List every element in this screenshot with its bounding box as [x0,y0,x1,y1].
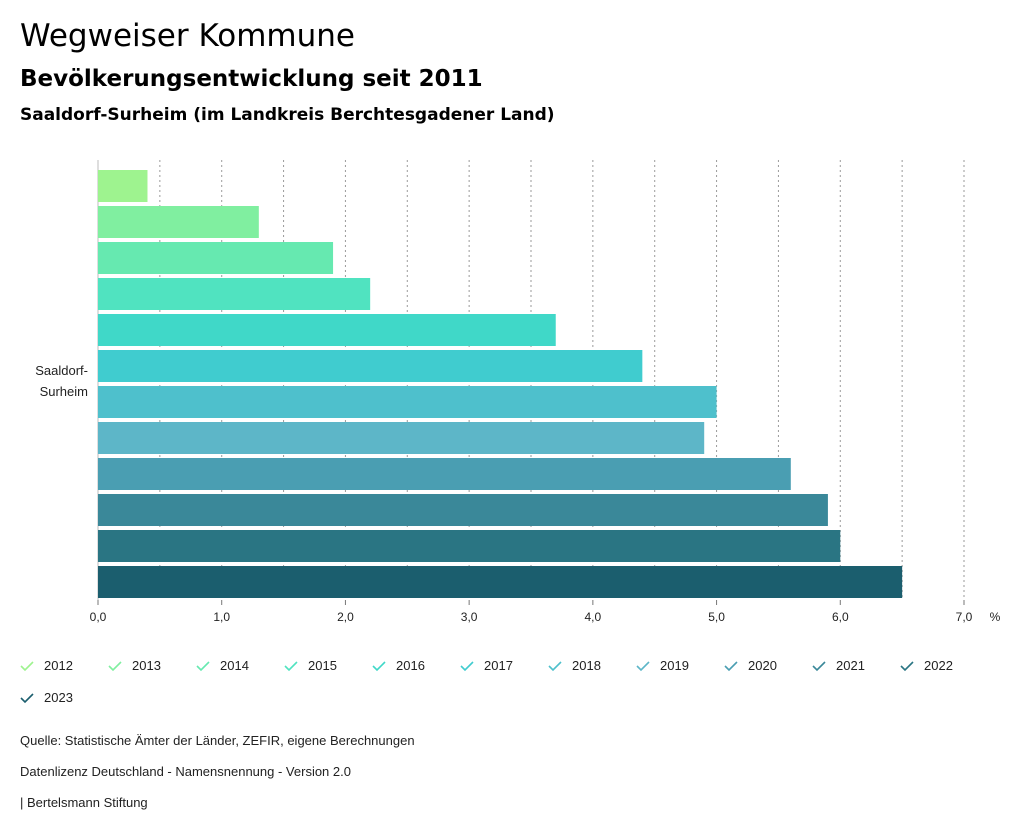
x-tick-label: 2,0 [337,610,354,624]
x-tick-label: 0,0 [90,610,107,624]
legend-label: 2012 [44,658,73,673]
x-tick-label: 1,0 [213,610,230,624]
x-tick-label: 6,0 [832,610,849,624]
category-label: Surheim [40,384,88,399]
legend-label: 2017 [484,658,513,673]
bar-2016 [98,314,556,346]
legend-item-2013[interactable]: 2013 [108,658,161,673]
legend-label: 2018 [572,658,601,673]
legend-item-2018[interactable]: 2018 [548,658,601,673]
legend-item-2019[interactable]: 2019 [636,658,689,673]
bar-2021 [98,494,828,526]
bar-2017 [98,350,643,382]
legend-item-2020[interactable]: 2020 [724,658,777,673]
check-icon [372,660,386,671]
legend-label: 2016 [396,658,425,673]
check-icon [724,660,738,671]
region-label: Saaldorf-Surheim (im Landkreis Berchtesg… [20,105,555,125]
legend-item-2012[interactable]: 2012 [20,658,73,673]
check-icon [460,660,474,671]
check-icon [900,660,914,671]
check-icon [284,660,298,671]
legend-label: 2015 [308,658,337,673]
credit-note: | Bertelsmann Stiftung [20,795,148,810]
legend-label: 2014 [220,658,249,673]
legend-item-2014[interactable]: 2014 [196,658,249,673]
x-tick-label: 4,0 [585,610,602,624]
bar-2013 [98,206,259,238]
check-icon [108,660,122,671]
legend-label: 2019 [660,658,689,673]
x-tick-label: 5,0 [708,610,725,624]
page-title: Wegweiser Kommune [20,18,355,54]
x-tick-label: 7,0 [956,610,973,624]
legend-item-2022[interactable]: 2022 [900,658,953,673]
legend-label: 2023 [44,690,73,705]
legend-item-2016[interactable]: 2016 [372,658,425,673]
check-icon [636,660,650,671]
license-note: Datenlizenz Deutschland - Namensnennung … [20,764,351,779]
bar-2018 [98,386,717,418]
check-icon [548,660,562,671]
bar-2015 [98,278,371,310]
check-icon [196,660,210,671]
bar-2020 [98,458,791,490]
x-tick-label: 3,0 [461,610,478,624]
bar-2019 [98,422,705,454]
bar-2023 [98,566,903,598]
check-icon [20,660,34,671]
legend-label: 2022 [924,658,953,673]
source-note: Quelle: Statistische Ämter der Länder, Z… [20,733,415,748]
x-unit-label: % [990,610,1001,624]
bar-2014 [98,242,334,274]
legend-item-2021[interactable]: 2021 [812,658,865,673]
category-label: Saaldorf- [35,363,88,378]
legend-label: 2013 [132,658,161,673]
legend-label: 2020 [748,658,777,673]
chart-subtitle: Bevölkerungsentwicklung seit 2011 [20,66,483,92]
bar-2022 [98,530,841,562]
legend-label: 2021 [836,658,865,673]
check-icon [812,660,826,671]
check-icon [20,692,34,703]
legend-item-2017[interactable]: 2017 [460,658,513,673]
bar-2012 [98,170,148,202]
bar-chart: 0,0 1,0 2,0 3,0 4,0 5,0 6,0 7,0 % Saaldorf- Surhei… [35,160,1001,624]
legend-item-2015[interactable]: 2015 [284,658,337,673]
legend-item-2023[interactable]: 2023 [20,690,73,705]
